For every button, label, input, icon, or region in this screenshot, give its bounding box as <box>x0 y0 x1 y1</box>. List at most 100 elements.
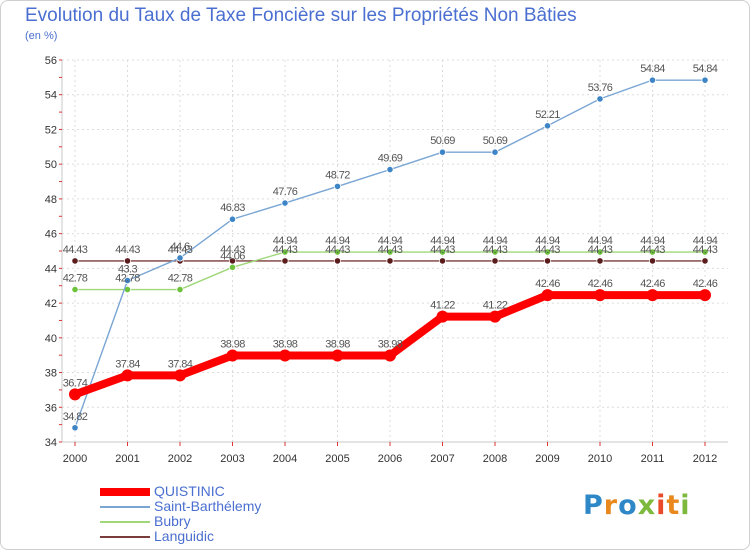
data-label: 42.46 <box>693 278 718 290</box>
data-point <box>491 248 499 256</box>
y-tick-label: 56 <box>45 55 57 67</box>
data-label: 44.94 <box>535 235 560 247</box>
logo-letter: x <box>637 490 657 521</box>
data-point <box>123 276 132 285</box>
data-point <box>438 148 447 156</box>
data-label: 47.76 <box>273 186 298 198</box>
data-label: 44.94 <box>325 235 350 247</box>
data-point <box>69 388 81 401</box>
data-point <box>543 122 552 130</box>
data-point <box>333 257 342 265</box>
data-label: 44.43 <box>535 244 560 256</box>
logo-letter: i <box>680 490 691 521</box>
data-point <box>701 76 709 84</box>
data-label: 44.94 <box>430 235 455 247</box>
data-point <box>541 289 554 302</box>
data-point <box>594 289 606 302</box>
legend-swatch <box>100 505 150 508</box>
data-label: 44.94 <box>483 235 508 247</box>
proxiti-logo: Proxiti <box>583 490 691 521</box>
legend-swatch <box>100 487 150 496</box>
data-point <box>71 257 79 265</box>
data-label: 44.94 <box>273 235 298 247</box>
data-label: 52.21 <box>535 109 560 121</box>
data-point <box>436 310 449 323</box>
data-point <box>331 349 344 362</box>
data-point <box>386 248 394 256</box>
data-label: 44.43 <box>115 244 140 256</box>
data-label: 38.98 <box>378 339 403 351</box>
legend-label: QUISTINIC <box>154 483 225 499</box>
data-label: 42.46 <box>640 278 665 290</box>
data-label: 44.94 <box>693 235 718 247</box>
data-point <box>646 289 659 302</box>
y-tick-label: 40 <box>45 333 57 345</box>
data-label: 42.78 <box>63 273 88 285</box>
data-label: 44.94 <box>640 235 665 247</box>
data-label: 44.43 <box>430 244 455 256</box>
x-tick-label: 2010 <box>588 453 612 465</box>
data-point <box>438 248 447 256</box>
data-point <box>543 257 552 265</box>
data-point <box>123 257 132 265</box>
legend-item: Bubry <box>100 514 261 529</box>
data-label: 50.69 <box>430 135 455 147</box>
legend-label: Languidic <box>154 528 214 544</box>
data-point <box>596 248 604 256</box>
data-label: 38.98 <box>325 339 350 351</box>
data-label: 44.43 <box>168 244 193 256</box>
data-point <box>701 257 709 265</box>
data-label: 49.69 <box>378 153 403 165</box>
y-tick-label: 54 <box>45 90 57 102</box>
x-tick-label: 2007 <box>430 453 454 465</box>
x-tick-label: 2008 <box>483 453 507 465</box>
legend-item: Languidic <box>100 529 261 544</box>
data-label: 41.22 <box>483 300 508 312</box>
data-point <box>701 248 709 256</box>
data-label: 36.74 <box>63 377 88 389</box>
data-point <box>648 248 657 256</box>
data-point <box>281 248 289 256</box>
y-tick-label: 36 <box>45 402 57 414</box>
data-label: 44.43 <box>588 244 613 256</box>
data-point <box>281 257 289 265</box>
data-label: 54.84 <box>693 63 718 75</box>
data-point <box>71 285 79 294</box>
legend-label: Saint-Barthélemy <box>154 498 262 514</box>
data-label: 44.94 <box>378 235 403 247</box>
data-label: 37.84 <box>115 358 140 370</box>
data-label: 44.43 <box>693 244 718 256</box>
data-point <box>489 310 501 323</box>
y-tick-label: 52 <box>45 124 57 136</box>
data-label: 44.43 <box>220 244 245 256</box>
data-point <box>648 257 657 265</box>
data-point <box>543 248 552 256</box>
y-tick-label: 38 <box>45 368 57 380</box>
data-point <box>648 76 657 84</box>
x-tick-label: 2012 <box>693 453 717 465</box>
data-point <box>71 424 79 432</box>
data-label: 43.3 <box>118 264 137 276</box>
data-point <box>333 248 342 256</box>
x-tick-label: 2004 <box>273 453 297 465</box>
y-tick-label: 46 <box>45 229 57 241</box>
data-point <box>176 285 184 294</box>
y-tick-label: 42 <box>45 298 57 310</box>
data-label: 44.43 <box>483 244 508 256</box>
x-tick-label: 2003 <box>220 453 244 465</box>
y-tick-label: 44 <box>45 263 57 275</box>
data-label: 44.43 <box>378 244 403 256</box>
data-point <box>438 257 447 265</box>
data-point <box>596 257 604 265</box>
data-label: 42.78 <box>168 273 193 285</box>
data-label: 54.84 <box>640 63 665 75</box>
x-tick-label: 2006 <box>378 453 402 465</box>
legend-label: Bubry <box>154 513 191 529</box>
x-tick-label: 2002 <box>168 453 192 465</box>
data-point <box>386 165 394 174</box>
logo-letter: t <box>666 490 681 521</box>
data-point <box>491 257 499 265</box>
legend-swatch <box>100 520 150 523</box>
data-label: 50.69 <box>483 135 508 147</box>
